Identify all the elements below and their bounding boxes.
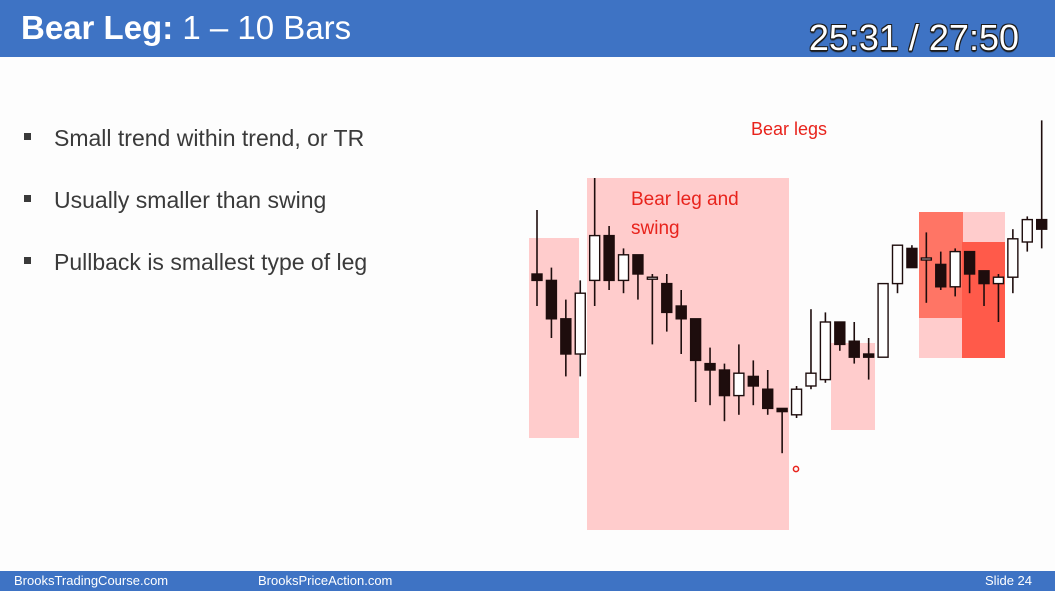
candle-33 xyxy=(1007,229,1019,294)
candle-7 xyxy=(632,254,644,300)
candle-0 xyxy=(531,210,543,306)
bullet-text: Small trend within trend, or TR xyxy=(54,125,365,151)
candle-32 xyxy=(992,274,1005,322)
bull-candle-body xyxy=(1021,218,1033,243)
bull-candle-body xyxy=(574,292,586,355)
bear-candle-body xyxy=(762,388,774,410)
candle-35 xyxy=(1035,120,1048,249)
label-bear-legs: Bear legs xyxy=(751,119,827,139)
candle-34 xyxy=(1021,216,1033,252)
candle-8 xyxy=(646,274,659,345)
candle-16 xyxy=(762,370,774,415)
candle-26 xyxy=(906,245,918,269)
bear-candle-body xyxy=(963,250,976,275)
marker-dot xyxy=(792,465,800,473)
candle-1 xyxy=(545,267,558,338)
bull-candle-body xyxy=(588,234,601,282)
slide-footer: BrooksTradingCourse.com BrooksPriceActio… xyxy=(0,571,1055,591)
bull-candle-body xyxy=(877,282,889,358)
candle-10 xyxy=(675,290,687,354)
slide-title: Bear Leg: 1 – 10 Bars xyxy=(21,8,351,48)
bear-candle-body xyxy=(632,254,644,275)
slide-header: Bear Leg: 1 – 10 Bars 25:31 / 27:50 xyxy=(0,0,1055,58)
bullet-text: Usually smaller than swing xyxy=(54,187,327,213)
bull-candle-body xyxy=(949,250,961,288)
candle-22 xyxy=(848,322,860,364)
bull-candle-body xyxy=(733,372,745,397)
bear-candle-body xyxy=(848,340,860,358)
bull-candle-body xyxy=(646,276,659,280)
slide-number: Slide 24 xyxy=(985,573,1032,588)
bullet-item: Pullback is smallest type of leg xyxy=(24,242,367,304)
bullet-list: Small trend within trend, or TR Usually … xyxy=(24,118,367,304)
candle-6 xyxy=(617,248,630,294)
bear-candle-body xyxy=(661,282,673,314)
bull-candle-body xyxy=(1007,238,1019,278)
candle-27 xyxy=(920,232,933,303)
candle-29 xyxy=(949,248,961,297)
candle-21 xyxy=(834,321,846,351)
title-bold: Bear Leg: xyxy=(21,9,174,46)
bear-candle-body xyxy=(834,321,846,346)
highlight-regions xyxy=(529,178,1005,530)
bear-candle-body xyxy=(935,263,947,288)
bear-candle-body xyxy=(603,234,615,282)
bear-candle-body xyxy=(718,369,731,397)
bear-candle-body xyxy=(906,247,918,269)
candle-13 xyxy=(718,363,731,422)
bullet-text: Pullback is smallest type of leg xyxy=(54,249,368,275)
candle-23 xyxy=(862,338,875,380)
bull-candle-body xyxy=(790,388,803,416)
bullet-square-icon xyxy=(24,257,31,264)
bull-candle-body xyxy=(920,257,933,261)
candle-14 xyxy=(733,344,745,415)
bull-candle-body xyxy=(891,244,904,285)
bear-candle-body xyxy=(560,318,572,355)
candle-5 xyxy=(603,226,615,290)
bear-candle-body xyxy=(531,273,543,282)
title-rest: 1 – 10 Bars xyxy=(173,9,352,46)
bear-candle-body xyxy=(776,407,788,413)
bear-candle-body xyxy=(675,305,687,320)
footer-website-priceaction: BrooksPriceAction.com xyxy=(258,573,393,588)
candle-20 xyxy=(819,312,832,383)
candle-4 xyxy=(588,178,601,306)
bullet-item: Small trend within trend, or TR xyxy=(24,118,367,180)
bear-candle-body xyxy=(978,270,990,285)
candle-30 xyxy=(963,250,976,294)
candle-11 xyxy=(689,318,702,402)
bull-candle-body xyxy=(819,321,832,381)
bear-candle-body xyxy=(862,353,875,358)
candle-2 xyxy=(560,299,572,377)
candlestick-series xyxy=(531,120,1048,454)
footer-website-course: BrooksTradingCourse.com xyxy=(14,573,169,588)
candle-25 xyxy=(891,244,904,294)
bullet-square-icon xyxy=(24,195,31,202)
label-bear-leg-and-swing-1: Bear leg and xyxy=(631,189,739,210)
candle-19 xyxy=(805,309,817,390)
candle-15 xyxy=(747,360,759,406)
candle-24 xyxy=(877,282,889,358)
candle-12 xyxy=(704,347,716,406)
bull-candle-body xyxy=(992,276,1005,285)
bear-candle-body xyxy=(545,279,558,320)
candle-31 xyxy=(978,270,990,306)
highlight-bear-leg-and-swing xyxy=(587,178,789,530)
candle-3 xyxy=(574,280,586,377)
bull-candle-body xyxy=(617,254,630,282)
bear-candle-body xyxy=(747,375,759,387)
bull-candle-body xyxy=(805,372,817,387)
candle-28 xyxy=(935,251,947,290)
candle-17 xyxy=(776,407,788,454)
bullet-item: Usually smaller than swing xyxy=(24,180,367,242)
bear-candle-body xyxy=(1035,218,1048,230)
label-bear-leg-and-swing-2: swing xyxy=(631,218,680,239)
bear-candle-body xyxy=(704,362,716,371)
video-timer: 25:31 / 27:50 xyxy=(808,17,1019,58)
candle-18 xyxy=(790,386,803,418)
bullet-square-icon xyxy=(24,133,31,140)
bear-candle-body xyxy=(689,318,702,362)
candle-9 xyxy=(661,274,673,332)
